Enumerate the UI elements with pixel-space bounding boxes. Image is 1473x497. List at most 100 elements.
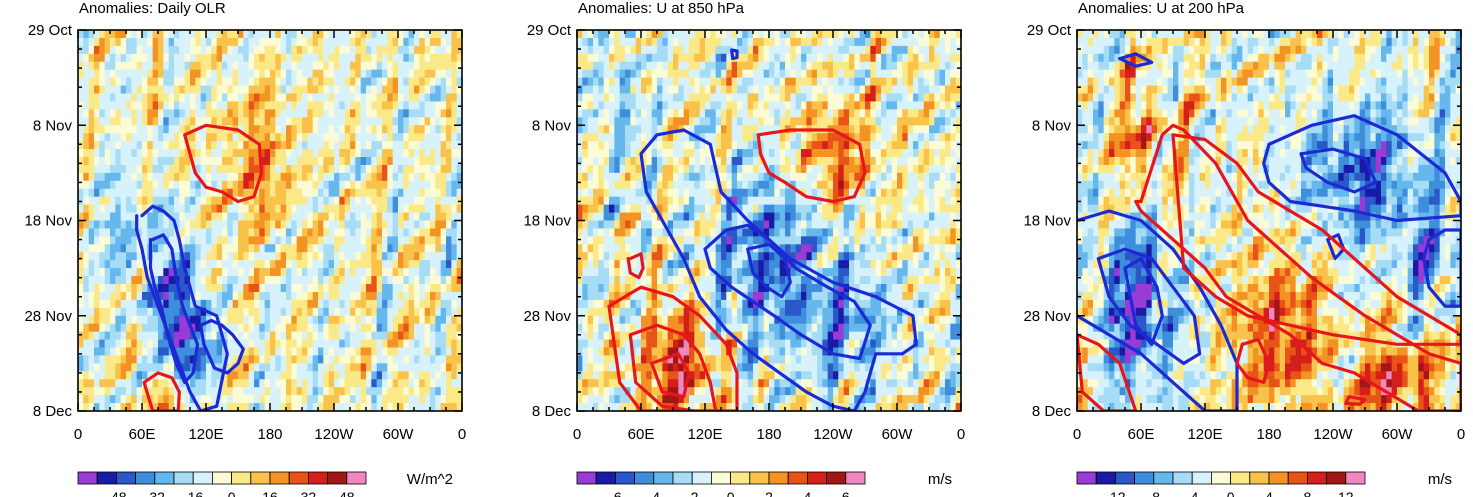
colorbar-box <box>1191 471 1212 485</box>
colorbar-box <box>787 471 808 485</box>
colorbar-label: -4 <box>648 489 661 497</box>
colorbar-label: -48 <box>106 489 126 497</box>
negative-contour-8 <box>1118 52 1154 68</box>
x-tick-label: 0 <box>458 426 466 443</box>
x-tick-label: 0 <box>573 426 581 443</box>
colorbar-box <box>346 471 367 485</box>
shaded-field <box>577 30 961 411</box>
y-tick-label: 28 Nov <box>24 308 72 325</box>
colorbar-label: 4 <box>804 489 812 497</box>
colorbar-box <box>116 471 137 485</box>
colorbar-box <box>1211 471 1232 485</box>
panel-3: Anomalies: U at 200 hPa 0 60E 120E 180 120W 60… <box>1023 0 1465 497</box>
colorbar-label: -2 <box>686 489 699 497</box>
colorbar-label: -8 <box>1148 489 1161 497</box>
colorbar-box <box>211 471 232 485</box>
colorbar-label: 6 <box>842 489 850 497</box>
colorbar-box <box>269 471 290 485</box>
colorbar-box <box>1307 471 1328 485</box>
positive-contour-5 <box>142 371 181 411</box>
y-tick-label: 8 Nov <box>1032 117 1072 134</box>
positive-contour-5 <box>756 128 867 204</box>
x-tick-label: 120E <box>687 426 722 443</box>
colorbar-label: 12 <box>1338 489 1354 497</box>
colorbar-box <box>807 471 828 485</box>
colorbar-label: -32 <box>145 489 165 497</box>
colorbar-box <box>1249 471 1270 485</box>
colorbar-box <box>135 471 156 485</box>
negative-contour-1 <box>135 204 229 411</box>
negative-contour-1 <box>639 128 918 411</box>
negative-contour-5 <box>1299 147 1378 194</box>
y-tick-label: 18 Nov <box>523 213 571 230</box>
positive-contour-12 <box>1235 338 1271 384</box>
negative-contour-2 <box>148 233 200 384</box>
colorbar-label: -16 <box>183 489 203 497</box>
colorbar: -6 -4 -2 0 2 4 6 m/s <box>576 471 952 497</box>
x-tick-label: 60W <box>383 426 415 443</box>
y-tick-label: 8 Dec <box>33 403 73 420</box>
y-tick-label: 29 Oct <box>28 22 73 39</box>
negative-contour-4 <box>730 48 739 61</box>
colorbar-box <box>288 471 309 485</box>
x-tick-label: 60E <box>1128 426 1155 443</box>
x-tick-label: 0 <box>74 426 82 443</box>
negative-contour-6 <box>1422 228 1461 308</box>
x-tick-label: 60E <box>628 426 655 443</box>
x-tick-label: 60W <box>1382 426 1414 443</box>
y-tick-label: 29 Oct <box>527 22 572 39</box>
x-tick-label: 0 <box>1073 426 1081 443</box>
y-tick-label: 18 Nov <box>24 213 72 230</box>
x-tick-label: 120W <box>314 426 354 443</box>
positive-contour-9 <box>1134 123 1461 411</box>
colorbar-box <box>653 471 674 485</box>
positive-contour-10 <box>1171 133 1461 346</box>
x-tick-label: 0 <box>1457 426 1465 443</box>
panel-2: Anomalies: U at 850 hPa 0 60E 120E 180 120W 6 0… <box>523 0 965 497</box>
x-tick-label: 120E <box>1187 426 1222 443</box>
negative-contour-3 <box>1123 257 1164 346</box>
colorbar-box <box>154 471 175 485</box>
colorbar-box <box>576 471 597 485</box>
colorbar-unit: m/s <box>928 471 952 488</box>
negative-contour-2 <box>1096 247 1202 365</box>
negative-contour-2 <box>703 223 872 361</box>
colorbar-box <box>1326 471 1347 485</box>
x-tick-label: 180 <box>756 426 781 443</box>
colorbar-box <box>1095 471 1116 485</box>
colorbar-label: 2 <box>765 489 773 497</box>
colorbar-box <box>1345 471 1366 485</box>
colorbar-box <box>96 471 117 485</box>
y-tick-label: 8 Dec <box>1032 403 1072 420</box>
colorbar-box <box>691 471 712 485</box>
colorbar-box <box>173 471 194 485</box>
panel-1: Anomalies: Daily OLR 0 60E 120E 180 120W 60W 0 2… <box>24 0 466 497</box>
colorbar-box <box>845 471 866 485</box>
y-tick-label: 18 Nov <box>1023 213 1071 230</box>
x-tick-label: 180 <box>257 426 282 443</box>
colorbar-box <box>768 471 789 485</box>
colorbar-box <box>250 471 271 485</box>
y-tick-label: 8 Nov <box>33 117 73 134</box>
negative-contour-3 <box>199 318 245 375</box>
negative-contour-3 <box>746 242 792 299</box>
positive-contour-8 <box>650 352 691 399</box>
colorbar-box <box>1268 471 1289 485</box>
colorbar-box <box>231 471 252 485</box>
colorbar-label: 8 <box>1304 489 1312 497</box>
colorbar-box <box>77 471 98 485</box>
colorbar-box <box>711 471 732 485</box>
x-tick-label: 120W <box>813 426 853 443</box>
y-tick-label: 8 Dec <box>532 403 572 420</box>
colorbar: -48 -32 -16 0 16 32 48 W/m^2 <box>77 471 453 497</box>
colorbar-box <box>1115 471 1136 485</box>
colorbar-label: -12 <box>1105 489 1125 497</box>
colorbar-label: 0 <box>228 489 236 497</box>
colorbar-box <box>1134 471 1155 485</box>
x-tick-label: 0 <box>957 426 965 443</box>
positive-contour-9 <box>626 252 645 280</box>
panel-title: Anomalies: U at 850 hPa <box>578 0 745 17</box>
panel-title: Anomalies: Daily OLR <box>79 0 226 17</box>
colorbar-box <box>595 471 616 485</box>
